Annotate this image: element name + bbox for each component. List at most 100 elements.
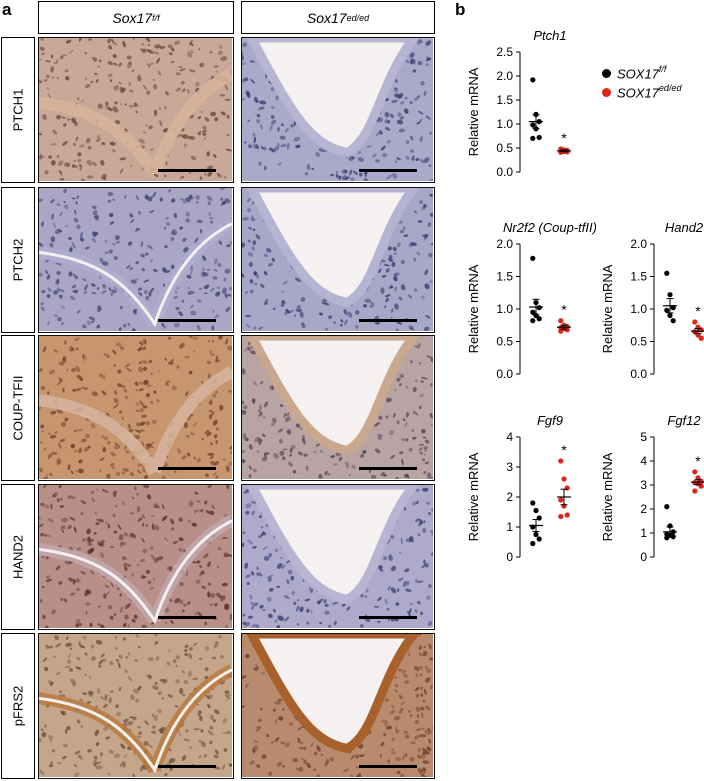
row-label-pfrs2: pFRS2 — [1, 633, 35, 779]
data-point — [564, 327, 570, 333]
column-header-control-gene: Sox17 — [112, 9, 153, 26]
chart-3: Fgf9 Relative mRNA 0 1 2 3 4 * — [462, 413, 602, 583]
chart-title: Hand2 — [665, 220, 704, 235]
y-tick-label: 1.0 — [496, 302, 513, 316]
data-point — [698, 335, 704, 341]
chart-0: Ptch1 Relative mRNA 0.0 0.5 1.0 1.5 2.0 2.5 * — [462, 28, 602, 198]
micrograph-ptch2-control — [38, 187, 234, 333]
data-point — [558, 328, 564, 334]
chart-2: Hand2 Relative mRNA 0.0 0.5 1.0 1.5 2.0 * — [596, 220, 704, 400]
y-tick-label: 2.0 — [630, 237, 647, 251]
y-tick-label: 1.0 — [496, 117, 513, 131]
micrograph-coup-tfii-control — [38, 335, 234, 481]
data-point — [530, 122, 536, 128]
legend-item-control: SOX17f/f — [602, 64, 666, 83]
y-tick-label: 1 — [640, 526, 647, 540]
micrograph-ptch1-mutant — [241, 37, 435, 183]
legend-sup-control: f/f — [658, 64, 667, 74]
row-label-text: PTCH2 — [10, 238, 26, 282]
y-tick-label: 0.5 — [496, 335, 513, 349]
data-point — [667, 312, 673, 319]
chart-svg-1: Nr2f2 (Coup-tfII) Relative mRNA 0.0 0.5 1.0 1… — [466, 220, 597, 381]
y-tick-label: 0.0 — [496, 367, 513, 381]
data-point — [564, 512, 570, 518]
y-tick-label: 0.5 — [630, 335, 647, 349]
micrograph-ptch2-mutant — [241, 187, 435, 333]
data-point — [692, 319, 698, 325]
chart-4: Fgf12 Relative mRNA 0 1 2 3 4 5 * — [596, 413, 704, 583]
chart-1: Nr2f2 (Coup-tfII) Relative mRNA 0.0 0.5 1.0 1… — [462, 220, 602, 400]
chart-title: Nr2f2 (Coup-tfII) — [503, 220, 597, 235]
micrograph-hand2-control — [38, 484, 234, 630]
data-point — [536, 134, 542, 141]
y-tick-label: 1.0 — [630, 302, 647, 316]
row-label-coup-tfii: COUP-TFII — [1, 335, 35, 481]
data-point — [692, 488, 698, 494]
row-label-hand2: HAND2 — [1, 484, 35, 630]
data-point — [533, 507, 539, 514]
column-header-mutant: Sox17 ed/ed — [241, 1, 435, 34]
significance-marker: * — [695, 453, 701, 469]
data-point — [530, 309, 536, 315]
panel-b-letter: b — [455, 0, 466, 19]
legend: SOX17f/f SOX17ed/ed — [602, 64, 704, 104]
column-header-mutant-genotype: ed/ed — [346, 12, 370, 23]
y-axis-label: Relative mRNA — [600, 264, 615, 353]
y-axis-label: Relative mRNA — [466, 67, 481, 156]
y-tick-label: 1 — [506, 520, 513, 534]
data-point — [564, 485, 570, 491]
row-label-text: COUP-TFII — [10, 375, 26, 441]
y-axis-label: Relative mRNA — [466, 264, 481, 353]
significance-marker: * — [695, 303, 701, 319]
row-label-text: HAND2 — [10, 534, 26, 580]
column-header-mutant-gene: Sox17 — [306, 9, 347, 26]
y-tick-label: 2.0 — [496, 237, 513, 251]
data-point — [530, 540, 536, 547]
y-tick-label: 3 — [640, 478, 647, 492]
data-point — [664, 504, 670, 510]
significance-marker: * — [561, 130, 567, 146]
y-tick-label: 1.5 — [496, 270, 513, 284]
data-point — [533, 531, 539, 538]
data-point — [536, 536, 542, 542]
y-tick-label: 1.5 — [496, 93, 513, 107]
chart-svg-2: Hand2 Relative mRNA 0.0 0.5 1.0 1.5 2.0 * — [600, 220, 704, 381]
data-point — [561, 476, 567, 482]
data-point — [664, 307, 670, 313]
legend-label-control: SOX17 — [617, 66, 659, 82]
data-point — [530, 500, 536, 506]
significance-marker: * — [561, 302, 567, 318]
y-tick-label: 0 — [506, 550, 513, 564]
data-point — [530, 318, 536, 324]
y-tick-label: 3 — [506, 460, 513, 474]
data-point — [530, 77, 536, 83]
data-point — [558, 513, 564, 520]
micrograph-ptch1-control — [38, 37, 234, 183]
y-tick-label: 2.0 — [496, 69, 513, 83]
y-tick-label: 4 — [640, 454, 647, 468]
column-header-control-genotype: f/f — [152, 12, 160, 23]
row-label-ptch2: PTCH2 — [1, 187, 35, 333]
micrograph-coup-tfii-mutant — [241, 335, 435, 481]
legend-label-mutant: SOX17 — [617, 85, 659, 101]
micrograph-hand2-mutant — [241, 484, 435, 630]
data-point — [533, 312, 539, 319]
y-tick-label: 0.0 — [496, 165, 513, 179]
y-tick-label: 5 — [640, 430, 647, 444]
row-label-ptch1: PTCH1 — [1, 37, 35, 183]
significance-marker: * — [561, 442, 567, 458]
chart-title: Fgf9 — [537, 413, 563, 428]
data-point — [692, 329, 698, 335]
chart-svg-0: Ptch1 Relative mRNA 0.0 0.5 1.0 1.5 2.0 2.5 * — [466, 28, 571, 179]
y-tick-label: 2 — [506, 490, 513, 504]
chart-svg-3: Fgf9 Relative mRNA 0 1 2 3 4 * — [466, 413, 571, 564]
legend-marker-mutant — [602, 88, 611, 98]
y-axis-label: Relative mRNA — [466, 452, 481, 541]
data-point — [667, 292, 673, 298]
y-axis-label: Relative mRNA — [600, 452, 615, 541]
chart-title: Fgf12 — [667, 413, 701, 428]
data-point — [558, 318, 564, 324]
y-tick-label: 0.0 — [630, 367, 647, 381]
data-point — [664, 535, 670, 541]
micrograph-pfrs2-mutant — [241, 633, 435, 779]
